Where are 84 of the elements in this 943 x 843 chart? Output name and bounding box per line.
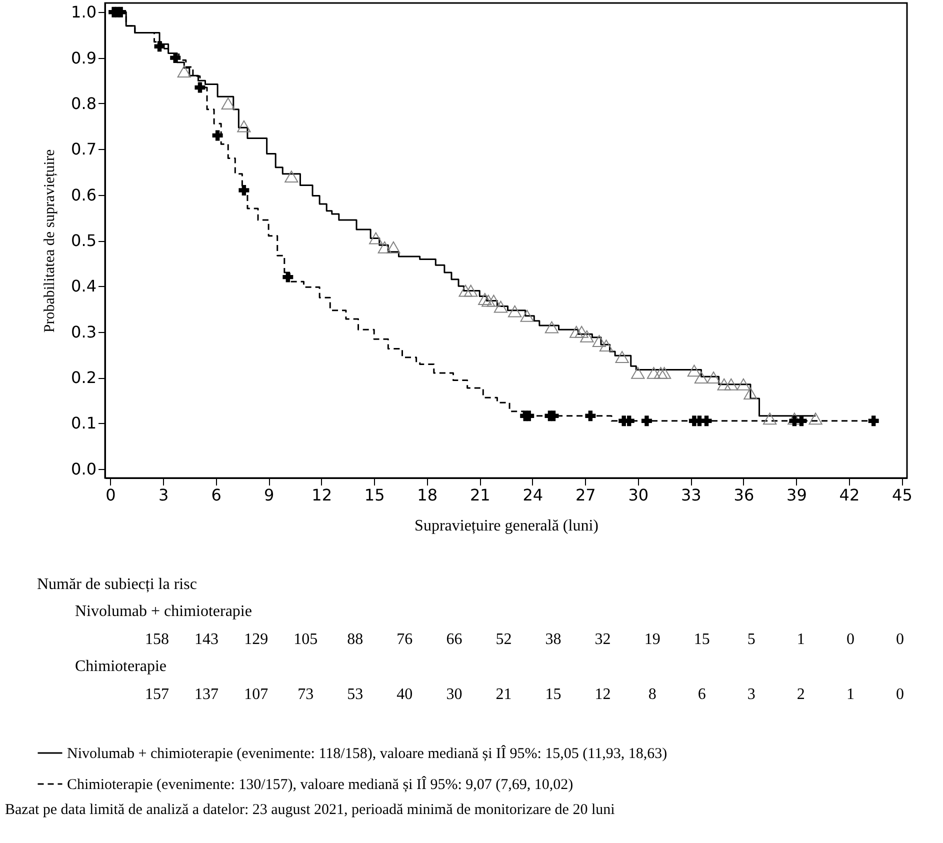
point (646, 366, 661, 379)
x-tick-label: 27 (575, 486, 596, 504)
point (762, 412, 777, 425)
point (238, 185, 250, 196)
point (458, 284, 472, 297)
point (796, 416, 807, 426)
point (570, 326, 584, 338)
point (154, 41, 165, 52)
x-tick-label: 0 (106, 486, 116, 504)
point (386, 241, 400, 254)
x-tick-label: 42 (839, 486, 860, 504)
point (808, 412, 822, 425)
point (494, 300, 508, 313)
y-tick-label: 0.1 (71, 414, 96, 433)
point (592, 335, 606, 347)
y-tick-label: 0.8 (71, 94, 96, 113)
point (631, 366, 645, 379)
y-tick-label: 0.6 (71, 185, 96, 204)
y-tick-label: 0.7 (71, 140, 96, 159)
text: Bazat pe data limită de analiză a datelor: 23 august 2021, perioadă minimă de monitorizare de 20 luni (5, 802, 615, 818)
point (736, 378, 750, 390)
text: 157 137 107 73 53 40 30 21 15 12 8 6 3 2 1 0 (145, 686, 904, 703)
point (694, 372, 708, 384)
point (170, 52, 181, 64)
point (701, 416, 712, 426)
point (868, 416, 879, 426)
point (486, 294, 501, 307)
x-axis-title: Supraviețuire generală (luni) (414, 518, 598, 534)
x-tick-label: 18 (417, 486, 438, 504)
point (580, 330, 594, 342)
point (221, 98, 235, 110)
point (369, 232, 383, 244)
point (724, 378, 738, 390)
point (282, 272, 294, 282)
point (378, 241, 392, 254)
point (788, 412, 802, 425)
x-tick-label: 21 (470, 486, 490, 504)
point (508, 305, 522, 318)
point (574, 326, 588, 338)
x-tick-label: 24 (522, 486, 544, 504)
y-tick-label: 0.0 (71, 459, 96, 478)
point (641, 416, 652, 426)
legend-label: Chimioterapie (evenimente: 130/157), valoare mediană și IÎ 95%: 9,07 (7,69, 10,02) (67, 776, 574, 793)
text: 158 143 129 105 88 76 66 52 38 32 19 15 5 1 0 0 (145, 631, 904, 648)
text: Număr de subiecți la risc (37, 576, 197, 593)
point (615, 350, 629, 363)
y-tick-label: 0.4 (71, 276, 96, 296)
point (544, 321, 559, 334)
x-tick-label: 33 (680, 486, 702, 504)
y-tick-label: 1.0 (71, 2, 96, 22)
y-tick-label: 0.9 (71, 48, 96, 68)
point (212, 130, 223, 141)
y-tick-label: 0.5 (71, 231, 96, 250)
x-tick-label: 30 (628, 486, 649, 504)
y-tick-label: 0.3 (71, 322, 96, 342)
x-tick-label: 36 (734, 486, 754, 504)
point (284, 170, 298, 183)
y-tick-label: 0.2 (71, 368, 96, 388)
point (706, 372, 720, 384)
point (482, 294, 496, 307)
point (585, 410, 596, 422)
point (464, 284, 478, 297)
point (744, 388, 758, 400)
legend-label: Nivolumab + chimioterapie (evenimente: 118/158), valoare mediană și IÎ 95%: 15,05 (11,93, 18,63) (67, 745, 668, 762)
x-tick-label: 6 (211, 486, 222, 504)
point (237, 120, 251, 132)
x-tick-label: 12 (312, 486, 332, 504)
y-axis-title: Probabilitatea de supraviețuire (42, 149, 58, 333)
text: Nivolumab + chimioterapie (75, 603, 252, 620)
point (177, 66, 191, 78)
x-tick-label: 3 (158, 486, 169, 504)
point (520, 310, 534, 322)
x-tick-label: 15 (364, 486, 385, 504)
point (599, 340, 614, 352)
x-tick-label: 45 (892, 486, 912, 504)
point (687, 364, 702, 377)
x-tick-label: 9 (264, 486, 274, 504)
text: Chimioterapie (75, 658, 167, 675)
point (717, 378, 731, 390)
point (654, 366, 668, 379)
point (194, 82, 206, 93)
point (657, 366, 672, 379)
x-tick-label: 39 (786, 486, 807, 504)
point (478, 292, 492, 305)
